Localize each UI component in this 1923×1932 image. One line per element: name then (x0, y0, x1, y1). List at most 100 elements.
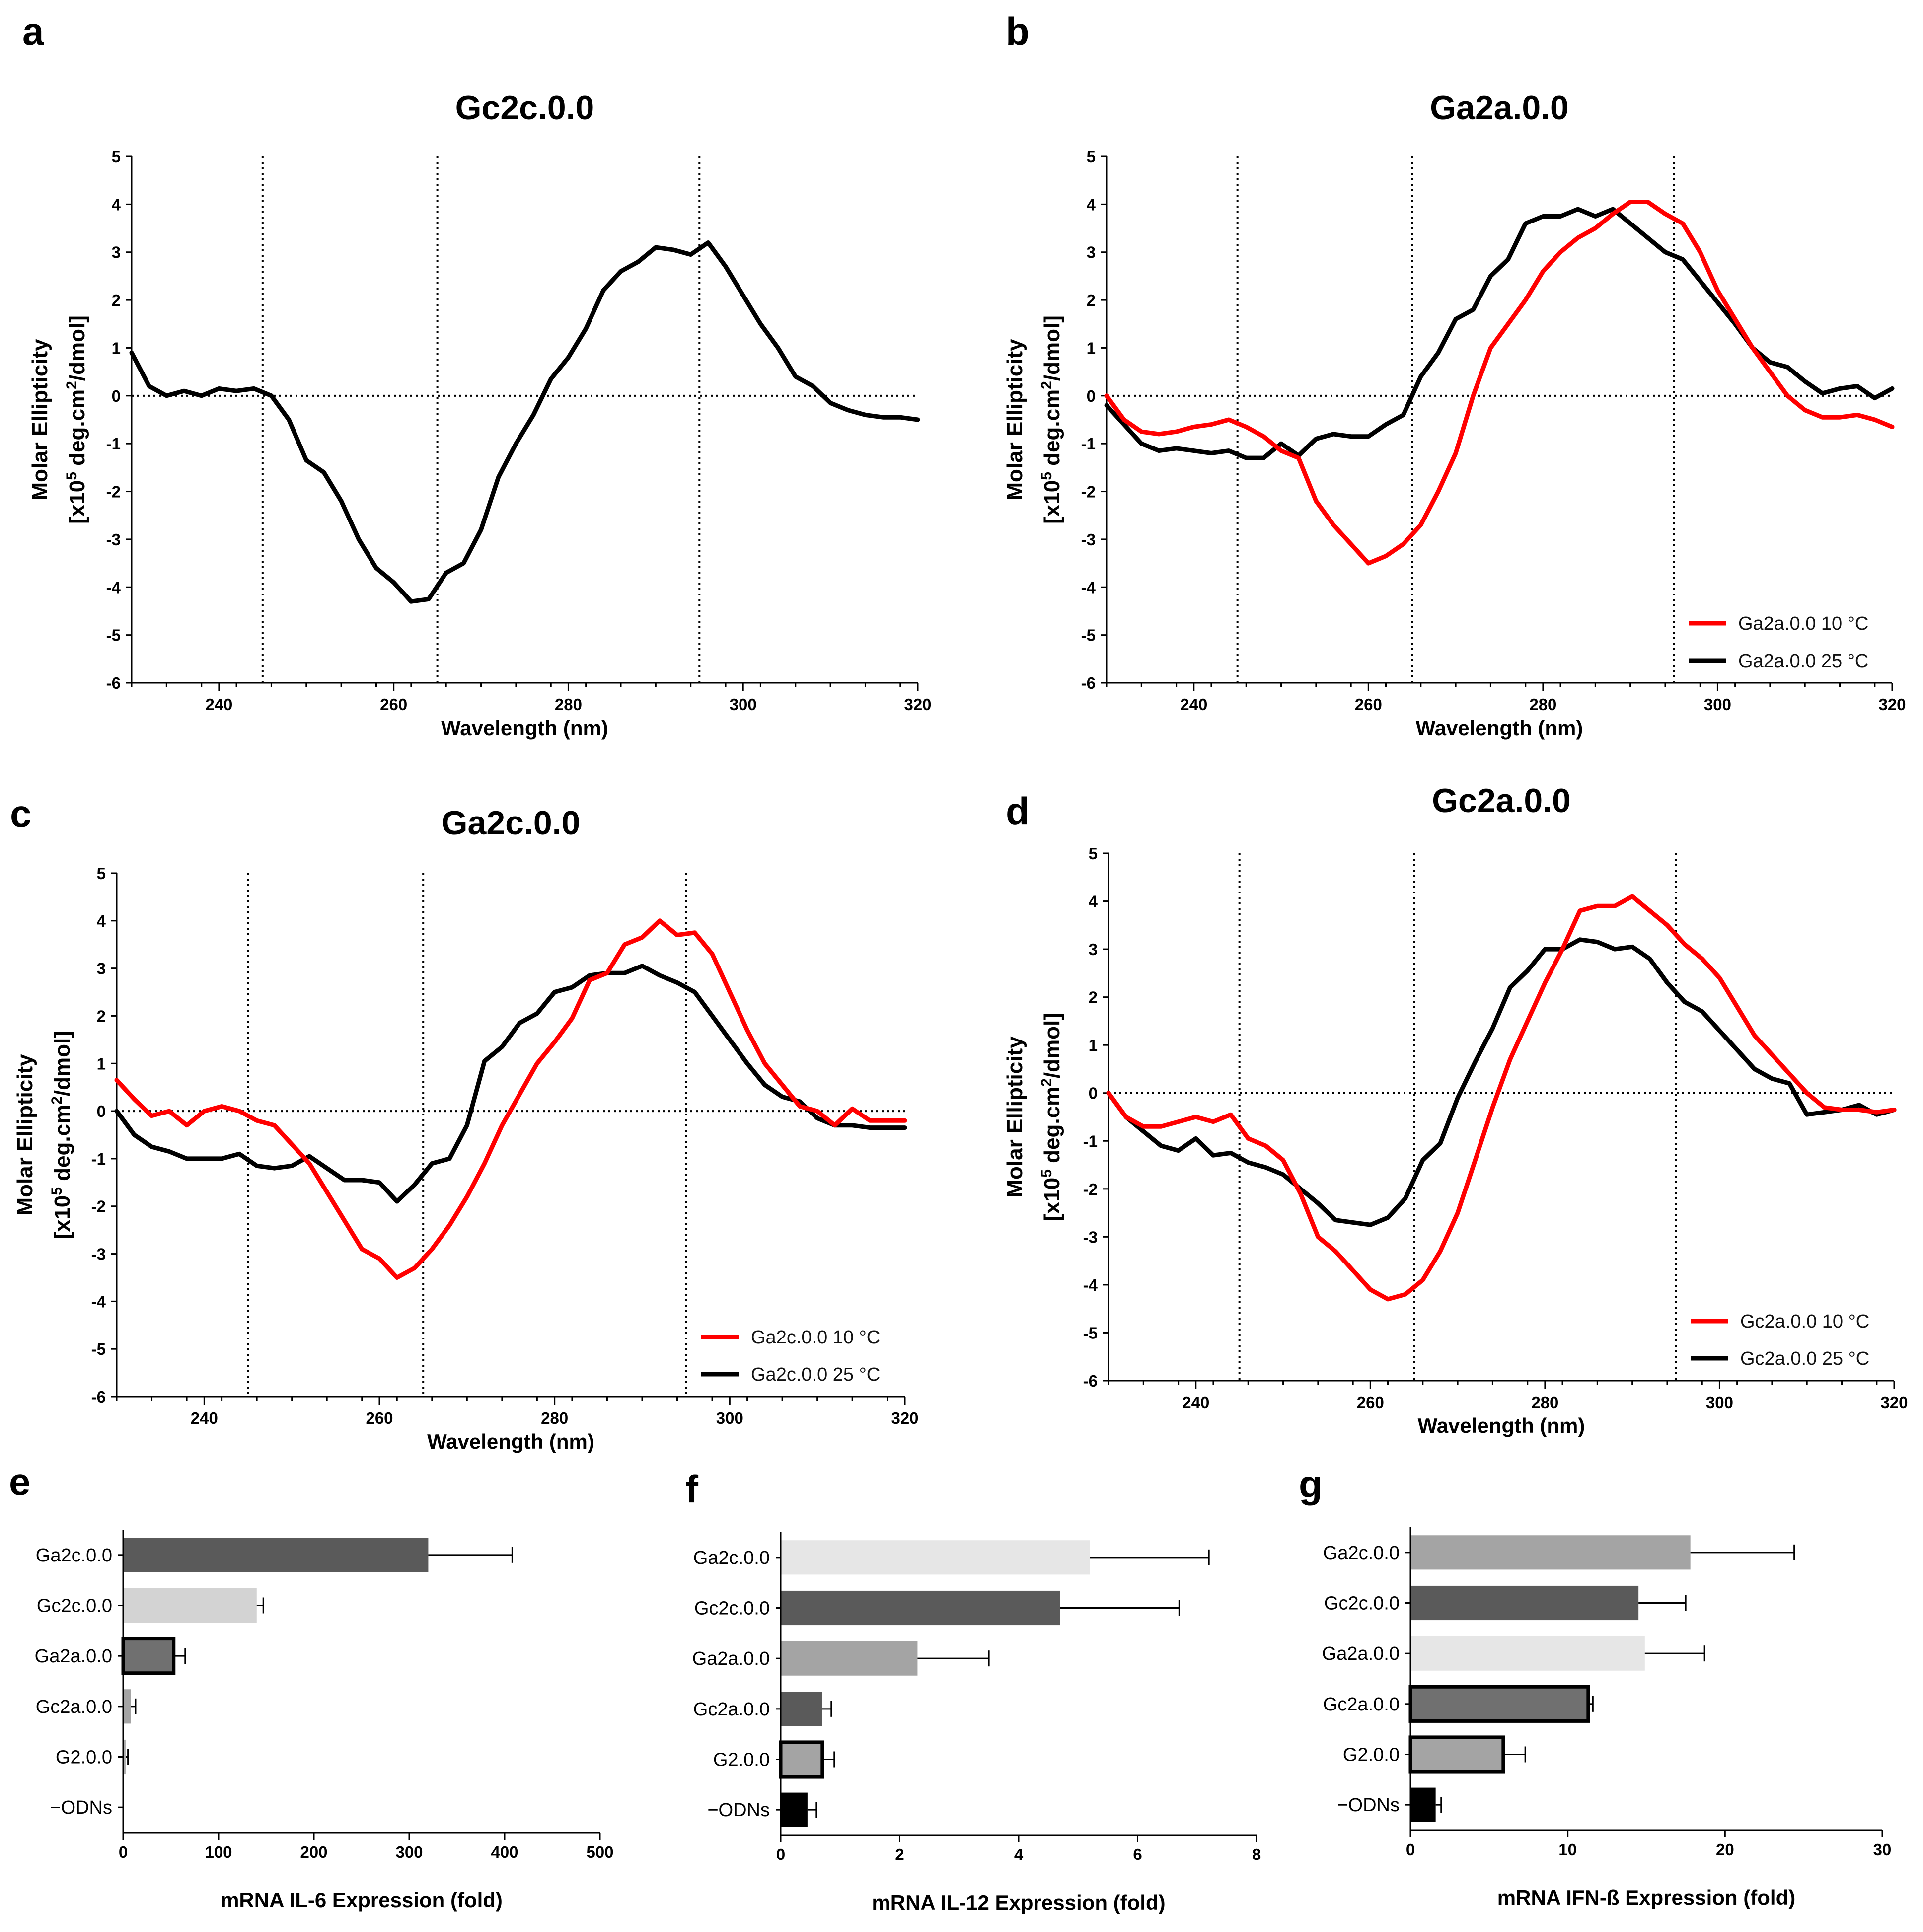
x-tick-label: 400 (491, 1843, 518, 1861)
x-tick-label: 320 (1880, 1393, 1908, 1412)
y-tick-label: -4 (1083, 1276, 1098, 1294)
label-part: [x10 (50, 1195, 74, 1239)
y-tick-label: -5 (106, 626, 121, 645)
y-tick-label: 1 (1089, 1036, 1098, 1054)
label-part: /dmol] (1040, 315, 1064, 381)
y-tick-label: 1 (97, 1054, 106, 1073)
label-part: deg.cm (1040, 1087, 1064, 1169)
y-tick-label: -1 (106, 435, 121, 453)
x-tick-label: 2 (895, 1845, 904, 1863)
x-tick-label: 240 (1180, 695, 1207, 714)
panel-label-f: f (685, 1467, 699, 1511)
x-tick-label: 320 (904, 695, 931, 714)
label-part: [x10 (1040, 1178, 1064, 1221)
category-label: Ga2a.0.0 (35, 1646, 112, 1667)
category-label: Gc2a.0.0 (1323, 1694, 1400, 1715)
category-label: Ga2c.0.0 (693, 1548, 770, 1568)
category-label: Gc2a.0.0 (36, 1697, 112, 1717)
superscript: 2 (1038, 381, 1055, 389)
cd-panel-d: d Gc2a.0.0 5 4 3 2 1 0 -1 -2 -3 -4 -5 -6 240 260 280 300 3… (1003, 782, 1908, 1437)
legend-entry: Ga2c.0.0 10 °C (751, 1327, 880, 1348)
x-tick-label: 240 (205, 695, 232, 714)
x-tick-label: 30 (1873, 1840, 1892, 1858)
y-tick-label: -2 (106, 483, 121, 501)
x-tick-label: 280 (1529, 695, 1556, 714)
label-part: /dmol] (50, 1031, 74, 1096)
x-tick-label: 300 (1704, 695, 1731, 714)
panel-label-d: d (1006, 789, 1030, 833)
y-tick-label: 4 (97, 912, 106, 930)
category-label: Gc2c.0.0 (1324, 1593, 1400, 1614)
bar (781, 1792, 808, 1827)
x-tick-label: 100 (205, 1843, 232, 1861)
y-tick-label: -5 (1083, 1324, 1098, 1342)
y-tick-label: 3 (1089, 940, 1098, 959)
bar (781, 1590, 1060, 1626)
chart-title: Ga2c.0.0 (442, 804, 581, 842)
x-tick-label: 6 (1133, 1845, 1142, 1863)
superscript: 2 (49, 1096, 65, 1105)
x-tick-label: 320 (1878, 695, 1906, 714)
y-axis-label-line2: [x105 deg.cm2/dmol] (64, 315, 90, 524)
x-tick-label: 300 (395, 1843, 423, 1861)
y-tick-label: -4 (91, 1292, 106, 1311)
y-tick-label: 4 (112, 195, 121, 214)
label-part: deg.cm (65, 389, 89, 472)
x-tick-label: 260 (1355, 695, 1382, 714)
y-tick-label: -5 (91, 1340, 106, 1358)
panel-label-e: e (9, 1460, 30, 1503)
x-tick-label: 260 (366, 1409, 393, 1427)
y-tick-label: 5 (112, 148, 121, 166)
bar (121, 1637, 176, 1675)
category-label: G2.0.0 (56, 1747, 112, 1768)
panel-label-a: a (22, 9, 44, 53)
series-line-10C (1106, 894, 1897, 1302)
y-tick-label: 0 (97, 1102, 106, 1120)
x-tick-label: 260 (380, 695, 407, 714)
x-axis-label: Wavelength (nm) (427, 1430, 594, 1453)
x-tick-label: 300 (716, 1409, 743, 1427)
x-tick-label: 0 (119, 1843, 128, 1861)
bar (1408, 1685, 1590, 1723)
category-label: Gc2c.0.0 (694, 1598, 770, 1619)
x-tick-label: 320 (891, 1409, 918, 1427)
y-tick-label: -4 (1081, 578, 1096, 596)
series-line-25C (129, 240, 920, 604)
y-tick-label: -4 (106, 578, 121, 596)
category-label: −ODNs (707, 1800, 770, 1821)
y-tick-label: 4 (1087, 195, 1096, 214)
x-axis-label: mRNA IFN-ß Expression (fold) (1497, 1886, 1795, 1909)
x-tick-label: 200 (300, 1843, 327, 1861)
bar (1410, 1585, 1639, 1621)
superscript: 5 (1038, 472, 1055, 480)
superscript: 5 (49, 1187, 65, 1195)
y-tick-label: 0 (112, 387, 121, 405)
bar (779, 1740, 824, 1779)
cd-panel-b: b Ga2a.0.0 5 4 3 2 1 0 -1 -2 -3 -4 -5 -6 240 260 280 300 3… (1003, 9, 1906, 740)
y-tick-label: -3 (1083, 1228, 1098, 1246)
x-tick-label: 240 (191, 1409, 218, 1427)
x-tick-label: 280 (541, 1409, 568, 1427)
x-tick-label: 500 (586, 1843, 613, 1861)
y-axis-label-line2: [x105 deg.cm2/dmol] (1038, 1013, 1065, 1221)
category-label: Gc2a.0.0 (693, 1699, 770, 1720)
bar (781, 1641, 918, 1676)
cd-panel-a: a Gc2c.0.0 5 4 3 2 1 0 -1 -2 -3 -4 -5 -6 240 260 280 300 3… (22, 9, 932, 740)
superscript: 2 (1038, 1078, 1055, 1087)
y-tick-label: -2 (91, 1197, 106, 1216)
y-axis-label-line1: Molar Ellipticity (1003, 1036, 1027, 1198)
chart-title: Ga2a.0.0 (1430, 89, 1569, 127)
x-tick-label: 10 (1558, 1840, 1577, 1858)
y-tick-label: 5 (1089, 844, 1098, 863)
x-tick-label: 20 (1716, 1840, 1734, 1858)
superscript: 5 (64, 472, 80, 480)
legend-entry: Ga2a.0.0 10 °C (1738, 613, 1868, 634)
y-axis-label-line2: [x105 deg.cm2/dmol] (1038, 315, 1065, 524)
x-tick-label: 0 (776, 1845, 785, 1863)
x-axis-label: Wavelength (nm) (1416, 716, 1583, 740)
bar (123, 1588, 257, 1623)
y-tick-label: -2 (1081, 483, 1096, 501)
legend-entry: Gc2a.0.0 10 °C (1740, 1311, 1869, 1332)
y-tick-label: 2 (1089, 988, 1098, 1007)
